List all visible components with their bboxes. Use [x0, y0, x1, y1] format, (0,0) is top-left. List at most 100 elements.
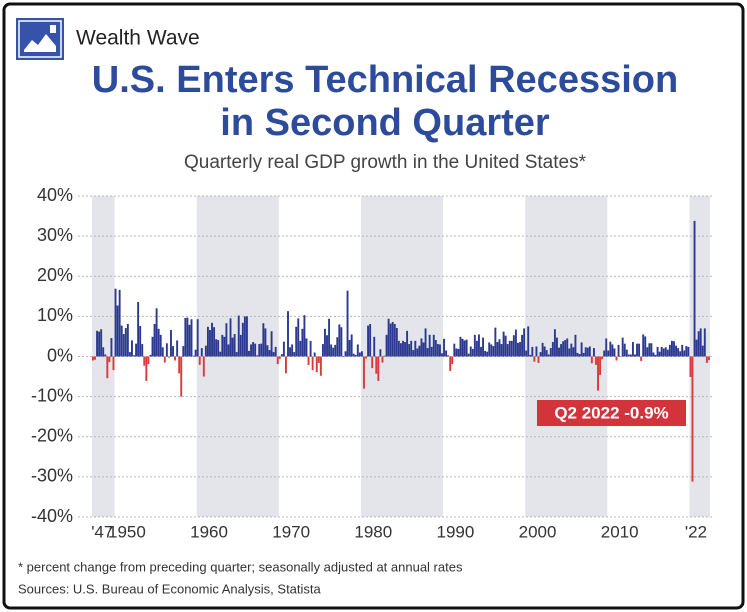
bar [525, 350, 528, 357]
bar [551, 342, 554, 357]
bar [344, 351, 347, 357]
bar [356, 344, 359, 357]
bar [560, 344, 563, 357]
x-tick-label: 1960 [190, 522, 228, 541]
bar [126, 323, 129, 357]
bar [219, 351, 222, 357]
bar [574, 334, 577, 357]
bar [141, 344, 144, 357]
annotation-box [537, 400, 686, 426]
bar [640, 356, 643, 361]
bar [276, 356, 279, 365]
bar [336, 337, 339, 357]
bar [206, 326, 209, 357]
x-tick-label: 2000 [519, 522, 557, 541]
bar [250, 344, 252, 357]
bar [605, 338, 608, 357]
bar [459, 336, 462, 357]
bar [703, 328, 706, 357]
bar [697, 331, 700, 357]
bar [149, 354, 152, 357]
bar [319, 356, 322, 376]
bar [303, 315, 306, 357]
bar [176, 340, 179, 357]
bar [584, 347, 587, 357]
bar [172, 346, 174, 357]
bar [190, 319, 193, 357]
source: Sources: U.S. Bureau of Economic Analysi… [18, 581, 322, 596]
bar [360, 351, 363, 357]
bar [531, 346, 534, 357]
bar [373, 336, 376, 357]
bar [471, 348, 474, 357]
bar [455, 348, 458, 357]
bar [252, 342, 255, 357]
bar [681, 344, 684, 357]
bar [272, 352, 275, 357]
bar [634, 354, 636, 357]
bar [480, 346, 482, 357]
bar [445, 350, 448, 357]
bar [270, 331, 273, 357]
bar [492, 346, 495, 357]
bar [124, 328, 127, 357]
bar [576, 352, 579, 357]
bar [527, 326, 530, 357]
bar [603, 350, 606, 357]
bar [695, 339, 698, 357]
bar [508, 340, 511, 357]
bar [157, 328, 160, 357]
bar [221, 334, 224, 357]
bar [307, 356, 310, 365]
bar [553, 329, 556, 357]
bar [188, 324, 191, 357]
bar [498, 339, 501, 357]
bar [670, 340, 673, 357]
bar [381, 356, 384, 363]
bar [506, 344, 509, 357]
bar [289, 347, 292, 357]
x-tick-label: 1990 [436, 522, 474, 541]
bar [549, 348, 552, 357]
bar [558, 347, 560, 357]
bar [660, 346, 663, 357]
bar [609, 341, 612, 357]
bar [245, 316, 248, 357]
bar [510, 340, 513, 357]
bar [128, 352, 131, 357]
bar [139, 326, 142, 357]
bar [673, 341, 675, 357]
bar [420, 338, 423, 357]
bar [106, 356, 109, 379]
bar [619, 356, 622, 358]
y-tick-label: -40% [31, 506, 73, 526]
bar [644, 336, 647, 357]
bar [225, 323, 228, 357]
bar [287, 311, 289, 357]
bar [243, 316, 246, 357]
bar [147, 356, 150, 365]
bar [623, 343, 626, 357]
bar [375, 356, 378, 374]
bar [161, 347, 164, 357]
bar [477, 334, 480, 357]
bar [658, 351, 661, 357]
bar [656, 346, 659, 357]
bar [365, 356, 367, 359]
bar [122, 334, 125, 357]
bar [194, 349, 197, 357]
bar [627, 354, 630, 357]
bar [521, 334, 524, 357]
bar [564, 340, 567, 357]
bar [383, 355, 386, 357]
y-tick-label: -30% [31, 466, 73, 486]
bar [397, 340, 400, 357]
bar [274, 346, 277, 357]
bar [387, 318, 390, 357]
bar [258, 344, 261, 357]
bar [631, 342, 634, 357]
bar [198, 356, 201, 365]
bar [539, 352, 542, 357]
bar [621, 337, 624, 357]
bar [334, 344, 337, 357]
